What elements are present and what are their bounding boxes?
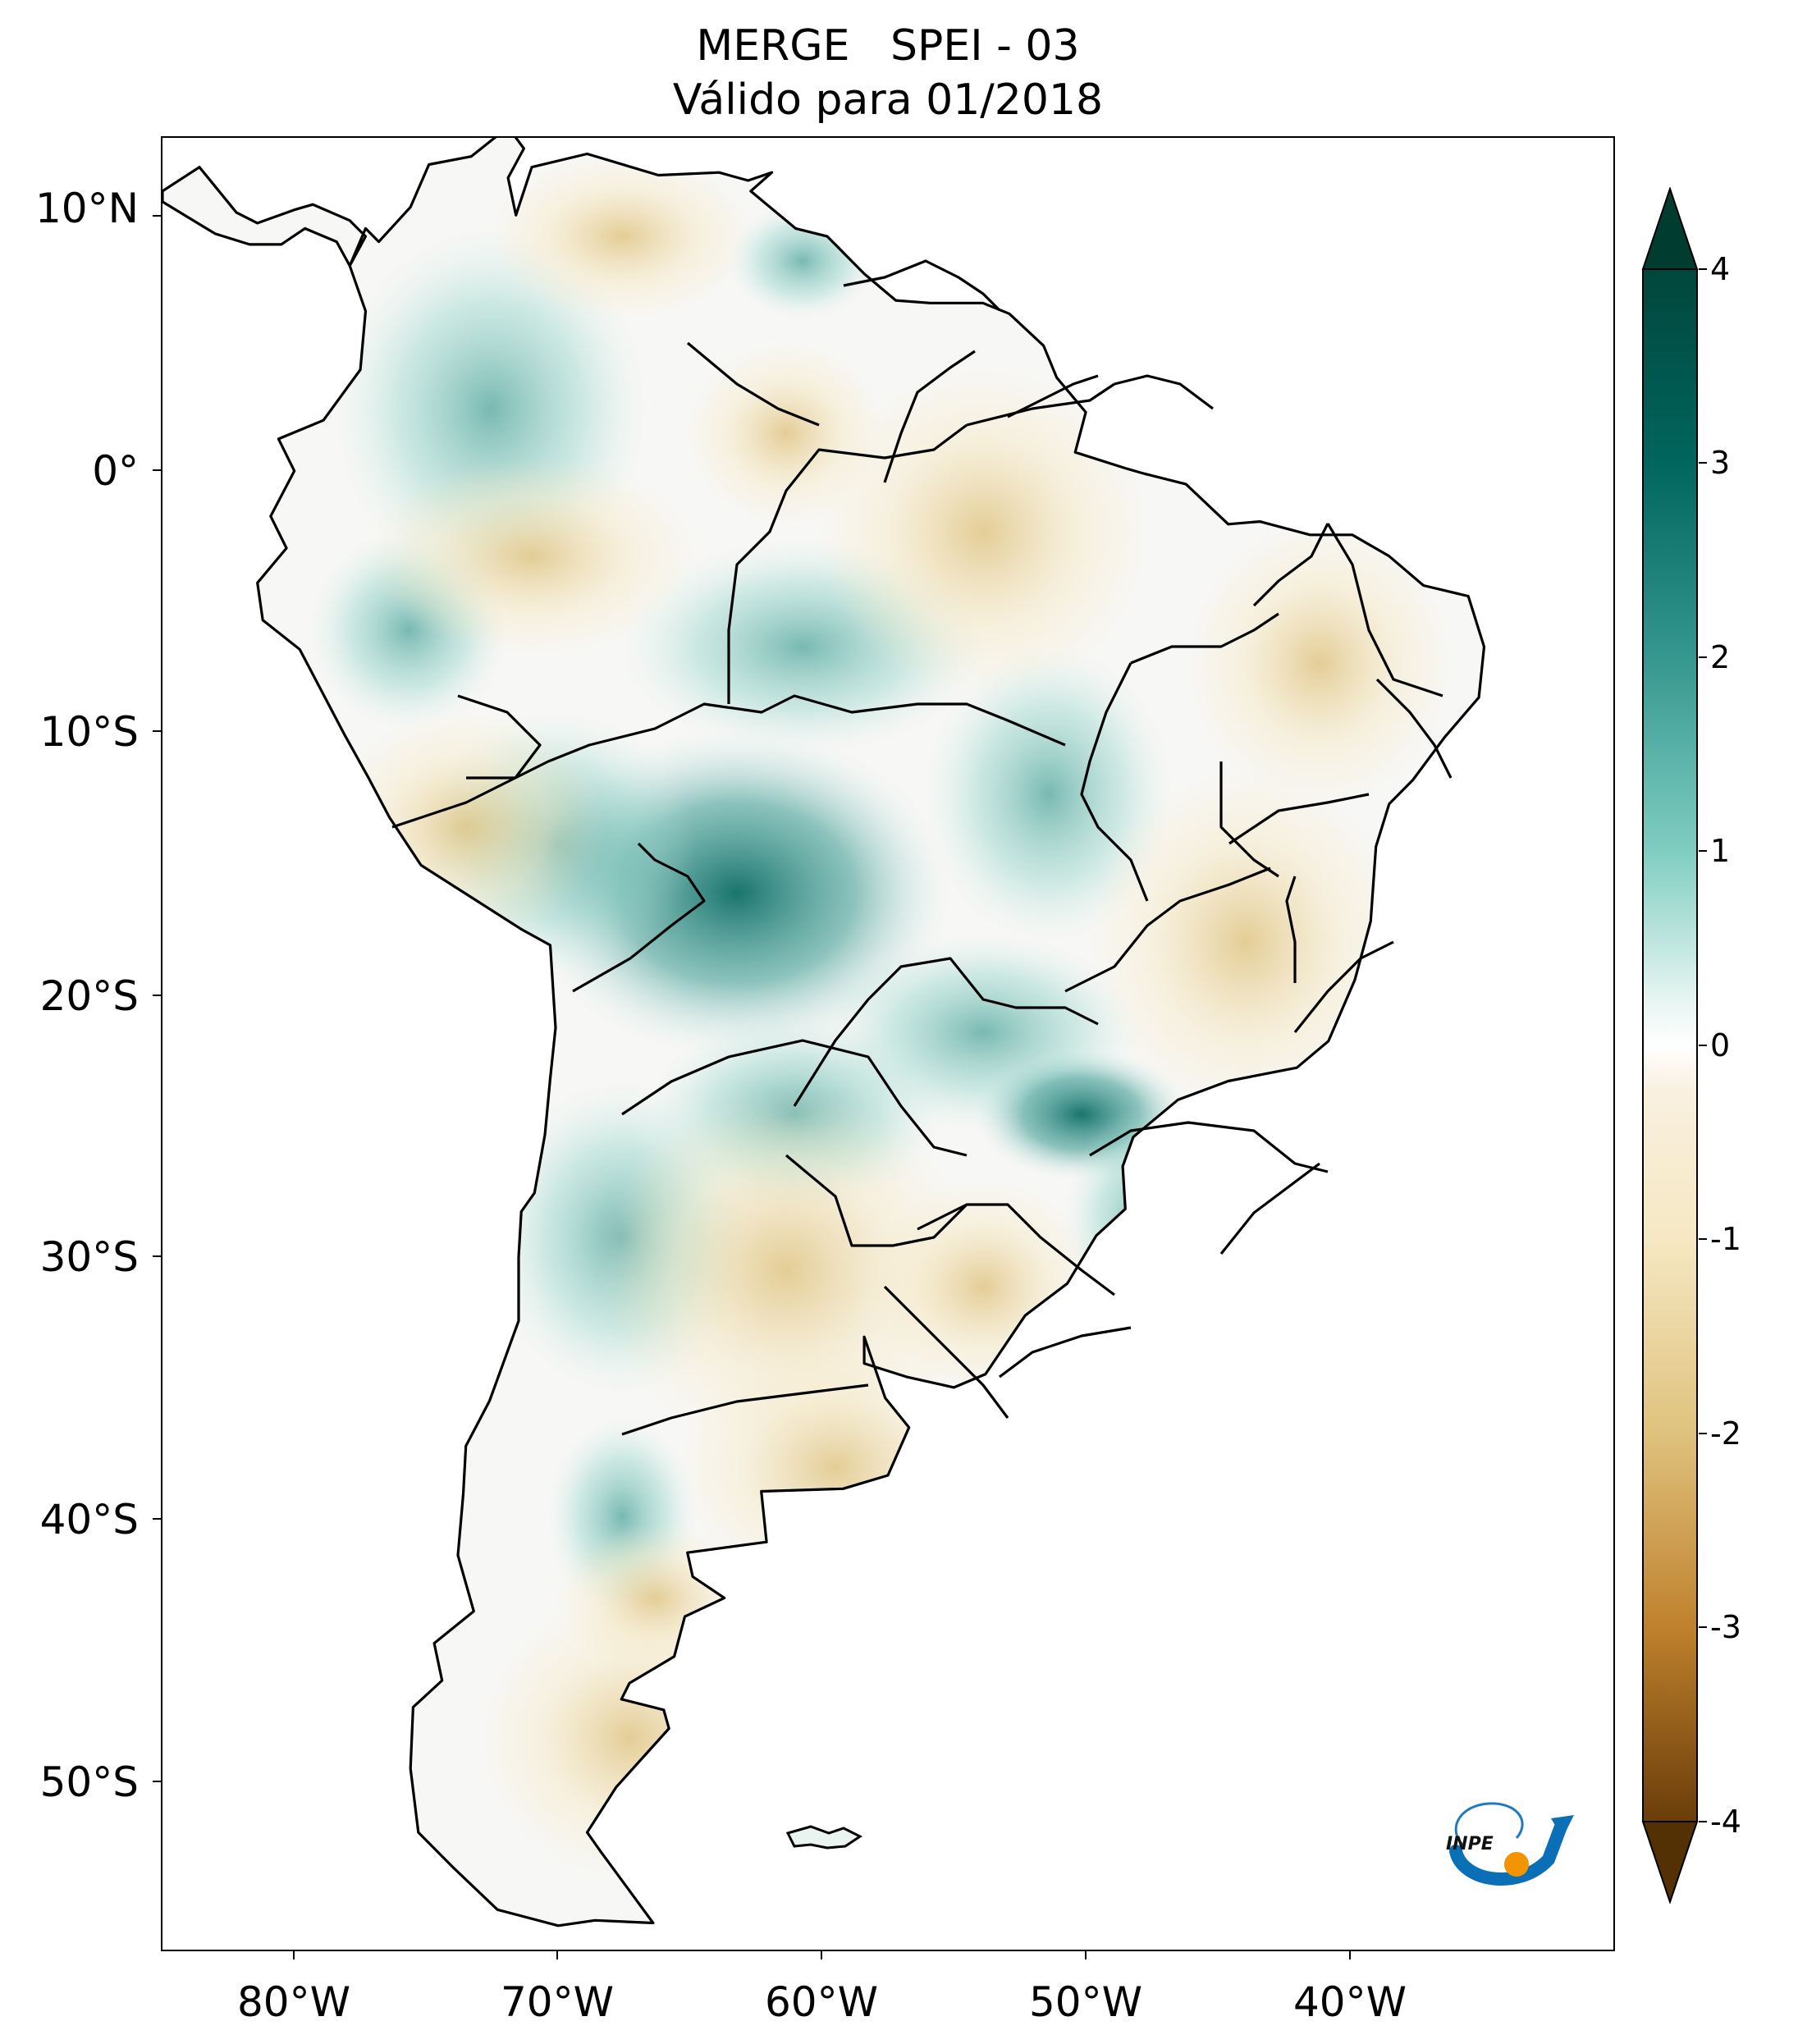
country-borders [162,138,1486,1927]
svg-text:INPE: INPE [1446,1834,1494,1854]
colorbar-label: 4 [1710,251,1731,287]
y-tick-label: 10°N [34,185,139,232]
y-tick-mark [153,1255,161,1257]
colorbar-tick [1699,1238,1707,1240]
y-tick-label: 50°S [39,1758,139,1806]
y-tick-mark [153,995,161,996]
y-tick-label: 0° [92,447,139,495]
x-tick-mark [293,1951,295,1959]
y-tick-label: 30°S [39,1233,139,1281]
colorbar-label: 1 [1710,833,1731,869]
y-tick-mark [153,215,161,217]
y-tick-label: 20°S [39,972,139,1020]
colorbar [1641,187,1699,1904]
colorbar-tick [1699,462,1707,464]
map-subtitle: Válido para 01/2018 [672,75,1104,125]
x-tick-mark [1349,1951,1351,1959]
map-title: MERGE SPEI - 03 [696,21,1080,71]
y-tick-mark [153,730,161,732]
colorbar-tick [1699,850,1707,852]
colorbar-label: -1 [1710,1221,1741,1257]
map-panel [161,136,1615,1951]
colorbar-extend-min [1641,1821,1699,1904]
x-tick-label: 80°W [236,1978,351,2026]
x-tick-label: 40°W [1292,1978,1407,2026]
y-tick-label: 10°S [39,708,139,756]
colorbar-extend-max [1641,187,1699,270]
spei-field [162,138,1485,1926]
y-tick-mark [153,469,161,471]
y-tick-label: 40°S [39,1496,139,1543]
x-tick-label: 70°W [500,1978,615,2026]
colorbar-tick [1699,1045,1707,1046]
colorbar-label: -3 [1710,1609,1741,1645]
x-tick-mark [821,1951,822,1959]
colorbar-label: 2 [1710,639,1731,675]
colorbar-label: 3 [1710,445,1731,481]
colorbar-label: 0 [1710,1027,1731,1063]
colorbar-tick [1699,656,1707,658]
colorbar-tick [1699,1626,1707,1628]
x-tick-mark [556,1951,558,1959]
colorbar-tick [1699,1433,1707,1434]
y-tick-mark [153,1781,161,1782]
colorbar-tick [1699,1821,1707,1822]
colorbar-label: -4 [1710,1804,1741,1840]
colorbar-tick [1699,268,1707,270]
x-tick-mark [1085,1951,1087,1959]
x-tick-label: 50°W [1028,1978,1143,2026]
colorbar-label: -2 [1710,1415,1741,1452]
falkland-islands [785,1825,862,1850]
x-tick-label: 60°W [764,1978,879,2026]
map-canvas [162,138,1486,1927]
inpe-logo: INPE [1446,1802,1574,1886]
colorbar-gradient [1642,268,1698,1822]
y-tick-mark [153,1518,161,1520]
